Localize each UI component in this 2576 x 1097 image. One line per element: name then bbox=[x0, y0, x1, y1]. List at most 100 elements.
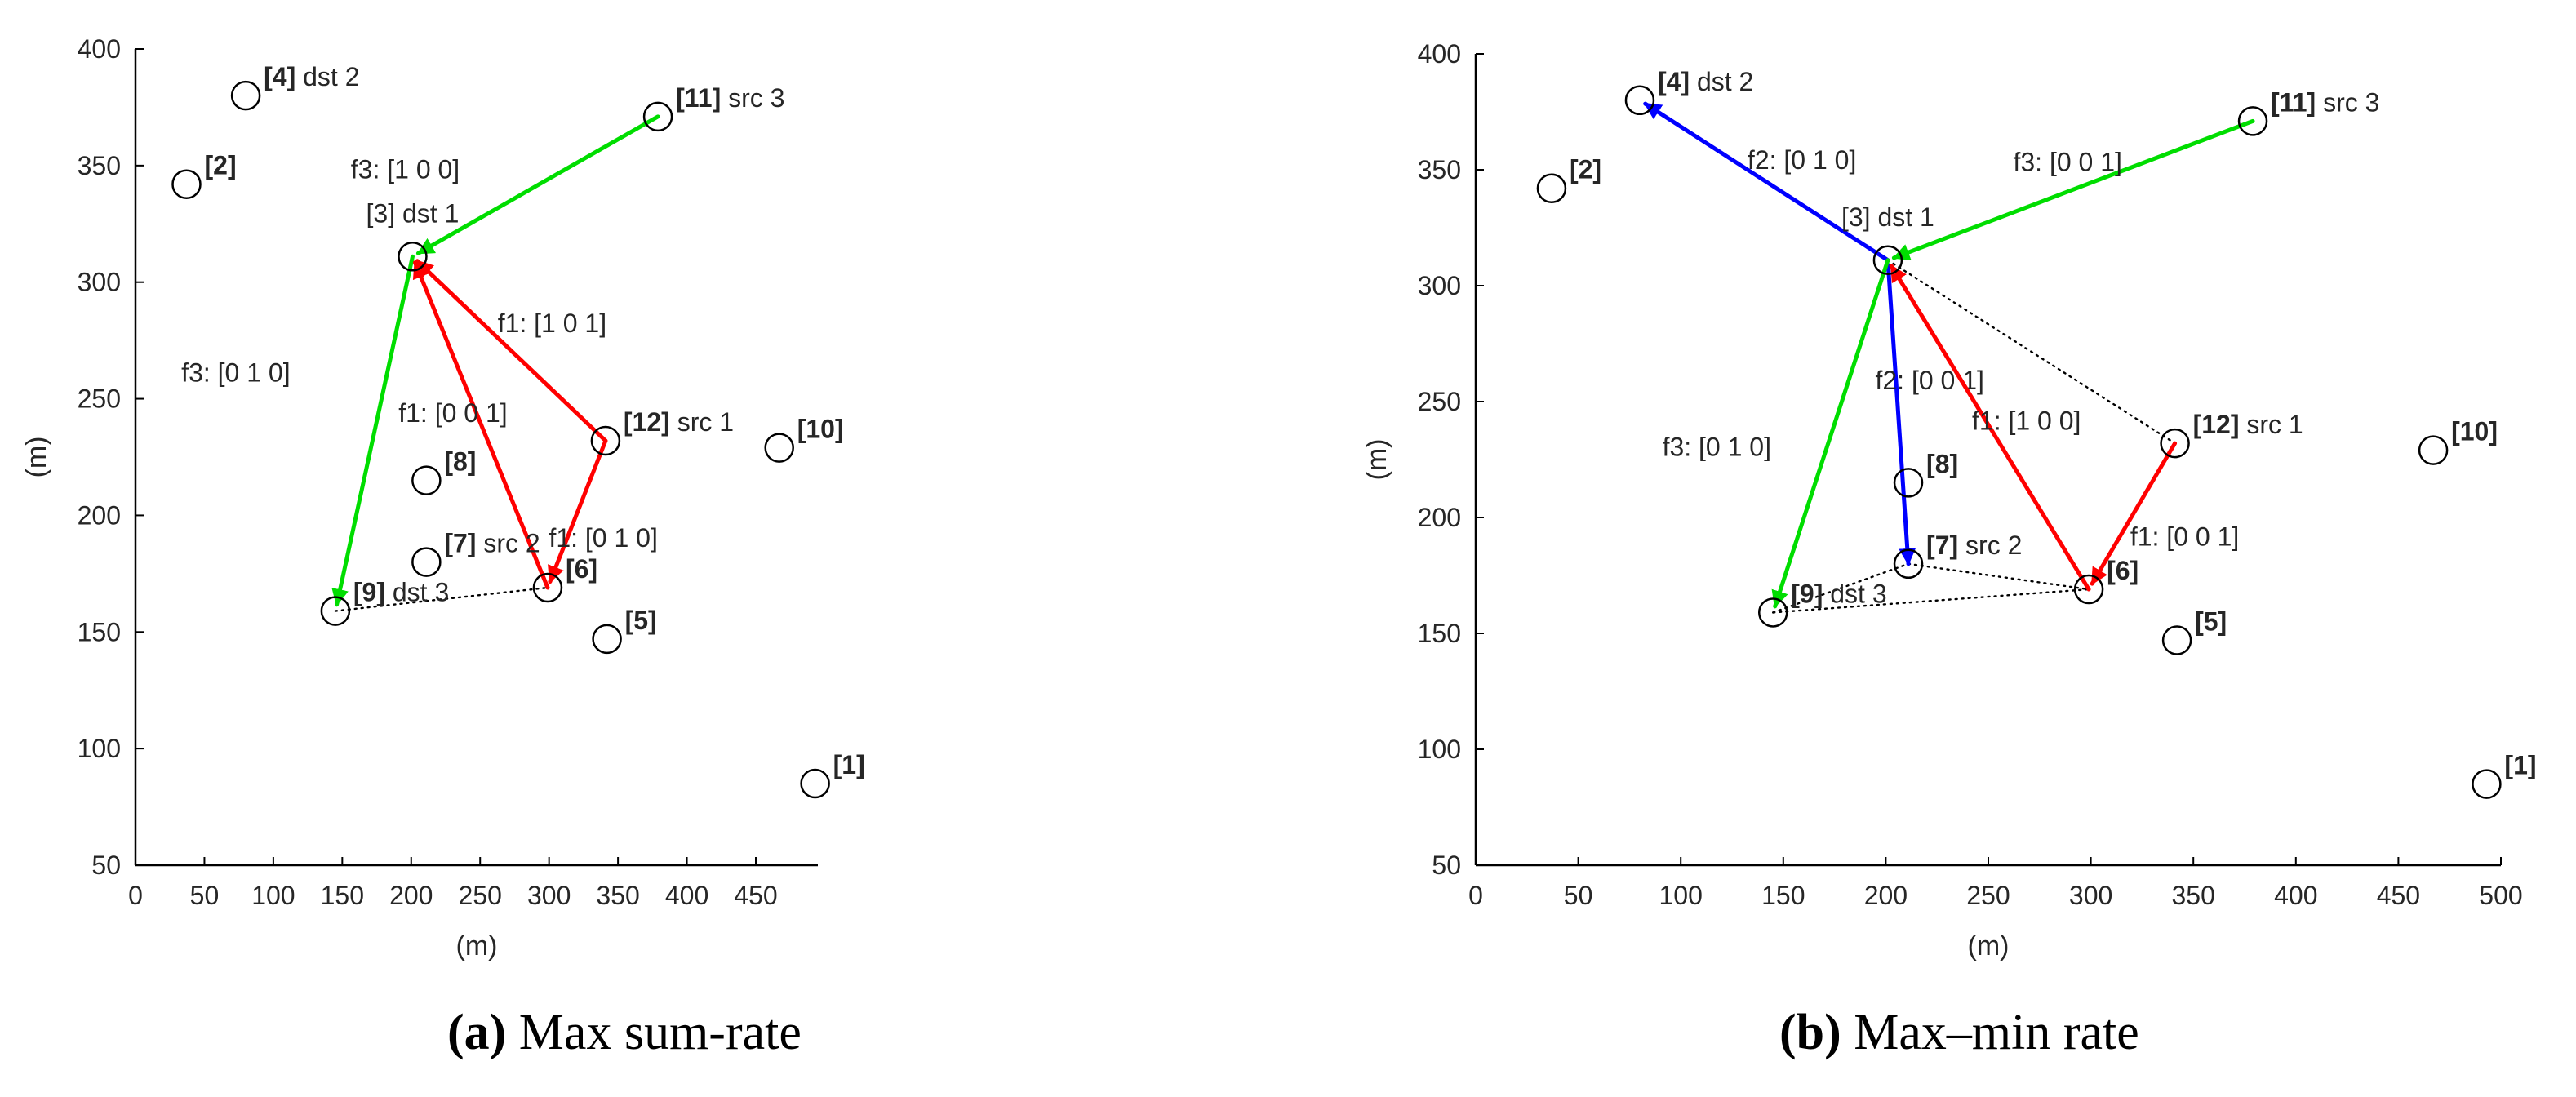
node-label-1: [1] bbox=[833, 750, 865, 779]
node-label-12-role: src 1 bbox=[670, 407, 734, 437]
dotted-link-9-6 bbox=[334, 586, 549, 612]
node-label-6: [6] bbox=[2107, 556, 2139, 585]
y-axis-label: (m) bbox=[1361, 439, 1392, 481]
link-label-6-3: f1: [0 0 1] bbox=[398, 398, 507, 428]
caption-b: (b) Max–min rate bbox=[1779, 1004, 2139, 1062]
x-axis-label: (m) bbox=[1968, 930, 2010, 962]
node-label-11-role: src 3 bbox=[2316, 87, 2379, 117]
node-label-8-index: [8] bbox=[444, 447, 476, 477]
node-10 bbox=[764, 433, 794, 463]
x-tick-label: 250 bbox=[1966, 881, 2010, 910]
node-1 bbox=[2472, 769, 2502, 799]
node-label-12: [12] src 1 bbox=[2193, 410, 2303, 439]
dotted-link-3-12 bbox=[1886, 259, 2176, 445]
node-label-11-role: src 3 bbox=[721, 83, 784, 113]
node-1 bbox=[800, 768, 830, 799]
node-label-11-index: [11] bbox=[676, 83, 721, 113]
flow-link-3-4 bbox=[1643, 101, 1890, 263]
x-tick-label: 350 bbox=[596, 881, 639, 910]
node-label-10: [10] bbox=[2451, 417, 2498, 446]
x-tick-label: 150 bbox=[1761, 881, 1805, 910]
y-tick-label: 400 bbox=[78, 34, 121, 64]
y-tick-label: 50 bbox=[1432, 851, 1461, 880]
flow-link-6-3 bbox=[412, 260, 550, 590]
x-tick-label: 100 bbox=[251, 881, 295, 910]
node-label-9-role: dst 3 bbox=[385, 578, 449, 607]
node-label-2: [2] bbox=[1570, 155, 1601, 184]
node-label-3: [3] dst 1 bbox=[366, 198, 460, 228]
link-label-3-4: f2: [0 1 0] bbox=[1748, 145, 1856, 175]
node-4 bbox=[1624, 85, 1655, 116]
flow-link-3-9 bbox=[1771, 258, 1890, 609]
x-tick-label: 350 bbox=[2172, 881, 2215, 910]
node-label-7: [7] src 2 bbox=[444, 529, 540, 558]
x-tick-label: 250 bbox=[459, 881, 502, 910]
node-label-5-index: [5] bbox=[625, 606, 657, 635]
node-6 bbox=[2073, 574, 2104, 605]
node-9 bbox=[320, 596, 351, 626]
node-label-7-role: src 2 bbox=[476, 529, 540, 558]
node-label-2-index: [2] bbox=[204, 151, 236, 180]
node-4 bbox=[230, 80, 261, 111]
node-label-7: [7] src 2 bbox=[1926, 531, 2022, 560]
node-label-12-index: [12] bbox=[624, 407, 670, 437]
node-9 bbox=[1757, 597, 1788, 628]
y-tick-label: 150 bbox=[1418, 619, 1461, 648]
node-8 bbox=[411, 465, 442, 495]
y-tick-label: 350 bbox=[78, 151, 121, 180]
node-11 bbox=[2237, 106, 2268, 136]
y-tick-label: 300 bbox=[1418, 271, 1461, 300]
node-label-12: [12] src 1 bbox=[624, 407, 734, 437]
node-label-11: [11] src 3 bbox=[676, 83, 784, 113]
node-label-3-role: [3] dst 1 bbox=[366, 198, 460, 228]
node-label-2-index: [2] bbox=[1570, 155, 1601, 184]
x-tick-label: 50 bbox=[190, 881, 220, 910]
link-label-11-3: f3: [1 0 0] bbox=[351, 155, 460, 184]
node-label-11-index: [11] bbox=[2271, 87, 2316, 117]
x-tick-label: 500 bbox=[2479, 881, 2522, 910]
link-label-3-9: f3: [0 1 0] bbox=[181, 358, 290, 387]
node-12 bbox=[590, 425, 621, 456]
node-7 bbox=[411, 547, 442, 577]
x-tick-label: 150 bbox=[321, 881, 364, 910]
y-axis-label: (m) bbox=[21, 437, 52, 478]
y-tick-label: 250 bbox=[1418, 387, 1461, 416]
node-label-4: [4] dst 2 bbox=[1658, 67, 1753, 96]
node-label-5: [5] bbox=[625, 606, 657, 635]
link-label-12-3: f1: [1 0 1] bbox=[498, 309, 606, 338]
node-label-1: [1] bbox=[2504, 751, 2536, 780]
x-tick-label: 200 bbox=[389, 881, 433, 910]
dotted-link-7-6 bbox=[1907, 562, 2090, 591]
node-label-4: [4] dst 2 bbox=[264, 62, 359, 91]
flow-link-3-9 bbox=[331, 254, 415, 607]
x-tick-label: 200 bbox=[1864, 881, 1908, 910]
node-label-8: [8] bbox=[444, 447, 476, 477]
caption-a-letter: (a) bbox=[447, 1005, 507, 1060]
node-label-2: [2] bbox=[204, 151, 236, 180]
y-tick-label: 200 bbox=[1418, 503, 1461, 532]
x-tick-label: 450 bbox=[734, 881, 777, 910]
caption-a-text: Max sum-rate bbox=[518, 1005, 802, 1060]
x-tick-label: 300 bbox=[527, 881, 571, 910]
node-label-8-index: [8] bbox=[1926, 449, 1958, 478]
node-3 bbox=[398, 242, 428, 272]
x-tick-label: 450 bbox=[2377, 881, 2420, 910]
link-label-11-3: f3: [0 0 1] bbox=[2013, 148, 2121, 177]
caption-b-letter: (b) bbox=[1779, 1005, 1841, 1060]
dotted-link-9-7 bbox=[1772, 562, 1910, 614]
node-label-5-index: [5] bbox=[2195, 607, 2227, 637]
node-label-3: [3] dst 1 bbox=[1841, 202, 1934, 232]
caption-b-text: Max–min rate bbox=[1854, 1005, 2139, 1060]
link-label-3-9: f3: [0 1 0] bbox=[1663, 433, 1771, 462]
y-tick-label: 100 bbox=[78, 734, 121, 763]
node-6 bbox=[532, 572, 563, 603]
node-label-6: [6] bbox=[566, 554, 597, 584]
node-label-6-index: [6] bbox=[566, 554, 597, 584]
node-label-9-index: [9] bbox=[353, 578, 385, 607]
node-label-6-index: [6] bbox=[2107, 556, 2139, 585]
x-tick-label: 300 bbox=[2069, 881, 2112, 910]
node-label-12-index: [12] bbox=[2193, 410, 2240, 439]
node-label-1-index: [1] bbox=[833, 750, 865, 779]
flow-link-12-6 bbox=[548, 438, 608, 584]
node-3 bbox=[1872, 245, 1903, 276]
